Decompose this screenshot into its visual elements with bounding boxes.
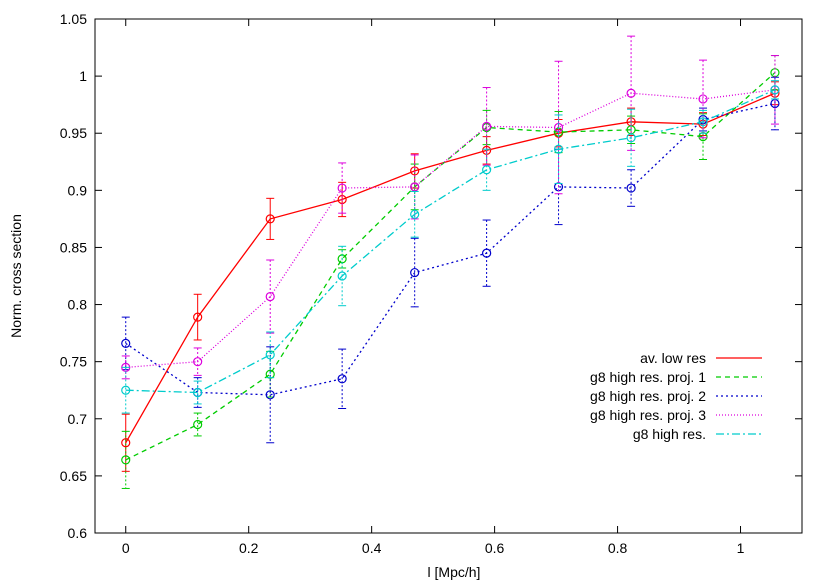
- data-point: [482, 121, 492, 131]
- legend-item: g8 high res. proj. 3: [590, 407, 762, 423]
- data-point: [626, 133, 636, 143]
- error-bar: [554, 114, 563, 184]
- error-bar: [193, 412, 202, 437]
- data-point: [770, 85, 780, 95]
- error-bar: [699, 59, 708, 139]
- data-point: [410, 267, 420, 278]
- axes: 0 0.2 0.4 0.6 0.8 1 0.6 0.65 0.7 0.75 0.8 0.85 0.9 0.…: [60, 11, 803, 556]
- x-tick-label: 0.4: [362, 540, 382, 556]
- data-point: [265, 214, 275, 224]
- y-tick-label: 0.9: [68, 182, 88, 198]
- y-tick-label: 0.75: [60, 354, 87, 370]
- legend-label: av. low res: [640, 350, 706, 366]
- y-tick-label: 1: [79, 68, 87, 84]
- error-bar: [554, 60, 563, 195]
- y-tick-label: 0.85: [60, 239, 87, 255]
- y-tick-label: 0.6: [68, 525, 88, 541]
- series-line: [125, 92, 776, 444]
- series-4: [121, 35, 780, 380]
- error-bar: [627, 169, 636, 207]
- data-point: [121, 455, 131, 465]
- data-point: [337, 271, 347, 281]
- error-bar: [193, 380, 202, 405]
- data-point: [337, 374, 347, 384]
- data-point: [626, 183, 636, 193]
- error-bar: [770, 55, 779, 125]
- data-point: [337, 183, 347, 193]
- data-point: [770, 98, 780, 109]
- data-point: [265, 350, 275, 360]
- data-point: [482, 248, 492, 258]
- y-tick-label: 0.8: [68, 297, 88, 313]
- data-point: [482, 165, 492, 175]
- x-tick-label: 0.8: [608, 540, 628, 556]
- x-tick-label: 1: [737, 540, 745, 556]
- error-bar: [770, 80, 779, 100]
- legend: av. low res g8 high res. proj. 1 g8 high r…: [590, 350, 762, 442]
- error-bar: [699, 109, 708, 134]
- legend-label: g8 high res.: [633, 426, 706, 442]
- series-5: [121, 80, 780, 414]
- data-point: [410, 182, 420, 192]
- plot-frame: [94, 18, 803, 534]
- series-2: [121, 55, 780, 489]
- data-point: [553, 144, 564, 154]
- data-point: [121, 438, 131, 448]
- error-bar: [121, 366, 130, 414]
- legend-item: av. low res: [640, 350, 762, 366]
- data-point: [265, 291, 275, 302]
- data-point: [698, 94, 708, 104]
- error-bar: [410, 237, 419, 308]
- series-line: [125, 89, 776, 394]
- error-bar: [482, 148, 491, 191]
- data-point: [410, 166, 420, 176]
- x-tick-label: 0.2: [239, 540, 259, 556]
- data-point: [121, 385, 131, 395]
- data-point: [626, 88, 636, 98]
- data-point: [265, 390, 275, 400]
- data-point: [121, 338, 131, 348]
- series-line: [125, 89, 775, 369]
- error-bar: [266, 331, 275, 379]
- x-tick-label: 0: [122, 540, 130, 556]
- y-tick-label: 1.05: [60, 11, 87, 27]
- y-tick-label: 0.95: [60, 125, 87, 141]
- y-tick-label: 0.65: [60, 468, 87, 484]
- legend-item: g8 high res. proj. 2: [590, 388, 762, 404]
- legend-item: g8 high res. proj. 1: [590, 369, 762, 385]
- legend-label: g8 high res. proj. 2: [590, 388, 706, 404]
- series-line: [125, 102, 776, 396]
- legend-label: g8 high res. proj. 3: [590, 407, 706, 423]
- data-point: [410, 209, 420, 219]
- error-bar: [338, 162, 347, 214]
- data-point: [265, 369, 275, 379]
- data-point: [193, 419, 203, 430]
- error-bar: [266, 346, 275, 444]
- data-point: [698, 117, 708, 127]
- error-bar: [410, 190, 419, 238]
- data-point: [193, 357, 203, 367]
- legend-item: g8 high res.: [633, 426, 762, 442]
- x-axis-title: l [Mpc/h]: [428, 564, 481, 580]
- legend-label: g8 high res. proj. 1: [590, 369, 706, 385]
- series-group: [121, 35, 780, 489]
- data-point: [193, 312, 203, 322]
- data-point: [193, 387, 203, 398]
- y-tick-label: 0.7: [68, 411, 88, 427]
- x-tick-label: 0.6: [485, 540, 505, 556]
- y-axis-title: Norm. cross section: [8, 214, 24, 338]
- error-bar: [338, 348, 347, 409]
- series-line: [125, 72, 776, 461]
- error-bar: [266, 259, 275, 334]
- error-bar: [121, 355, 130, 380]
